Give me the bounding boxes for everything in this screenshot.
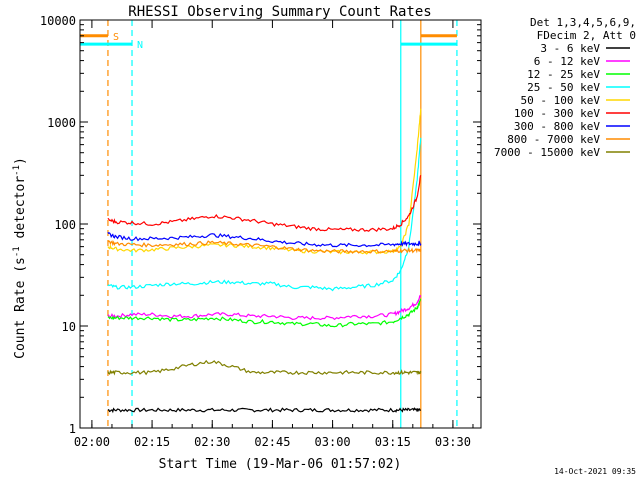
legend: Det 1,3,4,5,6,9, FDecim 2, Att 0 3 - 6 k… — [494, 16, 636, 159]
vertical-markers — [107, 20, 458, 428]
legend-label-0: 3 - 6 keV — [540, 42, 600, 55]
series-line-3 — [107, 137, 422, 292]
legend-label-6: 300 - 800 keV — [514, 120, 600, 133]
x-tick-label-6: 03:30 — [435, 435, 471, 449]
y-tick-label-2: 100 — [54, 218, 76, 232]
legend-label-5: 100 - 300 keV — [514, 107, 600, 120]
y-tick-label-3: 1000 — [47, 116, 76, 130]
legend-label-7: 800 - 7000 keV — [507, 133, 600, 146]
series-line-5 — [107, 175, 422, 233]
y-tick-label-0: 1 — [69, 422, 76, 436]
legend-header-line2: FDecim 2, Att 0 — [537, 29, 636, 42]
series-line-1 — [107, 294, 422, 321]
x-tick-label-4: 03:00 — [315, 435, 351, 449]
series-line-6 — [107, 231, 422, 248]
flag-bars: SN — [80, 32, 457, 51]
x-tick-label-5: 03:15 — [375, 435, 411, 449]
axis-ticks: 02:00 02:15 02:30 02:45 03:00 03:15 03:30 1 10 10… — [40, 14, 481, 449]
y-axis-label: Count Rate (s-1 detector-1) — [12, 157, 28, 359]
legend-label-8: 7000 - 15000 keV — [494, 146, 600, 159]
chart-title: RHESSI Observing Summary Count Rates — [128, 4, 431, 20]
x-tick-label-0: 02:00 — [74, 435, 110, 449]
series-line-8 — [107, 359, 422, 376]
timestamp: 14-Oct-2021 09:35 — [554, 467, 636, 476]
x-axis-label: Start Time (19-Mar-06 01:57:02) — [159, 457, 402, 472]
y-tick-label-4: 10000 — [40, 14, 76, 28]
x-tick-label-1: 02:15 — [134, 435, 170, 449]
flag-label-N: N — [137, 40, 143, 51]
y-tick-label-1: 10 — [62, 320, 76, 334]
legend-label-3: 25 - 50 keV — [527, 81, 600, 94]
x-tick-label-3: 02:45 — [254, 435, 290, 449]
series-lines — [107, 108, 422, 414]
legend-label-4: 50 - 100 keV — [521, 94, 601, 107]
series-line-4 — [107, 108, 422, 255]
series-line-7 — [107, 240, 422, 254]
legend-label-1: 6 - 12 keV — [534, 55, 601, 68]
legend-header-line1: Det 1,3,4,5,6,9, — [530, 16, 636, 29]
x-tick-label-2: 02:30 — [194, 435, 230, 449]
flag-label-S: S — [113, 32, 119, 43]
series-line-0 — [107, 407, 422, 414]
series-line-2 — [107, 298, 422, 328]
legend-label-2: 12 - 25 keV — [527, 68, 600, 81]
